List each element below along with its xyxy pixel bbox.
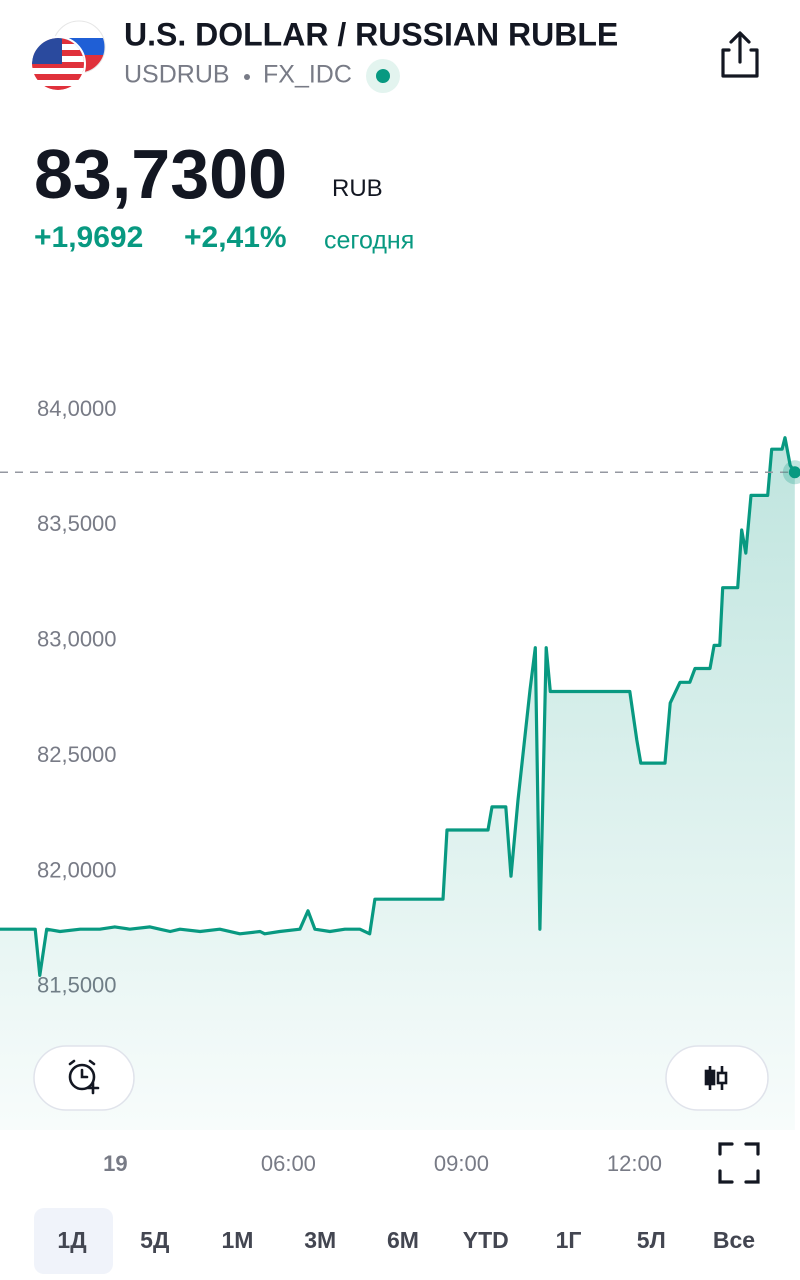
plot-area: 84,000083,500083,000082,500082,000081,50… xyxy=(0,393,800,1130)
range-button[interactable]: YTD xyxy=(463,1227,509,1253)
symbol-ticker: USDRUB xyxy=(124,61,230,89)
x-tick-label: 06:00 xyxy=(261,1151,316,1176)
area xyxy=(0,437,795,1130)
y-tick-bg xyxy=(33,623,133,658)
range-button[interactable]: 5Л xyxy=(637,1227,666,1253)
x-tick-label: 09:00 xyxy=(434,1151,489,1176)
y-tick-bg xyxy=(33,854,133,889)
range-button[interactable]: 6М xyxy=(387,1227,419,1253)
y-tick-bg xyxy=(33,393,133,427)
range-button[interactable]: 5Д xyxy=(140,1227,169,1253)
percent-change: +2,41% xyxy=(184,221,287,254)
last-price: 83,7300 xyxy=(34,135,287,213)
range-bar: 1Д 5Д 1М 3М 6М YTD 1Г 5Л Все xyxy=(57,1227,755,1253)
range-active-bg xyxy=(34,1208,113,1274)
price-line xyxy=(0,436,797,977)
last-point xyxy=(788,466,800,479)
exchange: FX_IDC xyxy=(263,61,352,89)
y-tick-label: 83,0000 xyxy=(37,627,117,652)
x-tick-label: 19 xyxy=(103,1151,127,1176)
separator-dot xyxy=(244,74,250,80)
chart-type-button[interactable] xyxy=(665,1045,769,1111)
fullscreen-button[interactable] xyxy=(718,1142,760,1184)
range-button[interactable]: 3М xyxy=(304,1227,336,1253)
y-tick-label: 84,0000 xyxy=(37,396,117,421)
y-tick-label: 82,0000 xyxy=(37,857,117,882)
symbol-title: U.S. DOLLAR / RUSSIAN RUBLE xyxy=(124,16,618,52)
y-tick-bg xyxy=(33,739,133,774)
range-button[interactable]: 1М xyxy=(222,1227,254,1253)
y-tick-label: 83,5000 xyxy=(37,511,117,536)
price-change: +1,9692 xyxy=(34,221,143,254)
market-status xyxy=(376,69,390,83)
alert-button[interactable] xyxy=(33,1045,135,1111)
symbol-icon xyxy=(30,20,106,92)
range-button[interactable]: Все xyxy=(713,1227,755,1253)
range-button[interactable]: 1Д xyxy=(57,1227,86,1253)
share-button[interactable] xyxy=(721,31,759,78)
currency: RUB xyxy=(332,175,383,202)
y-tick-label: 82,5000 xyxy=(37,742,117,767)
x-tick-label: 12:00 xyxy=(607,1151,662,1176)
change-period: сегодня xyxy=(324,227,414,255)
range-button[interactable]: 1Г xyxy=(556,1227,582,1253)
y-tick-bg xyxy=(33,508,133,543)
